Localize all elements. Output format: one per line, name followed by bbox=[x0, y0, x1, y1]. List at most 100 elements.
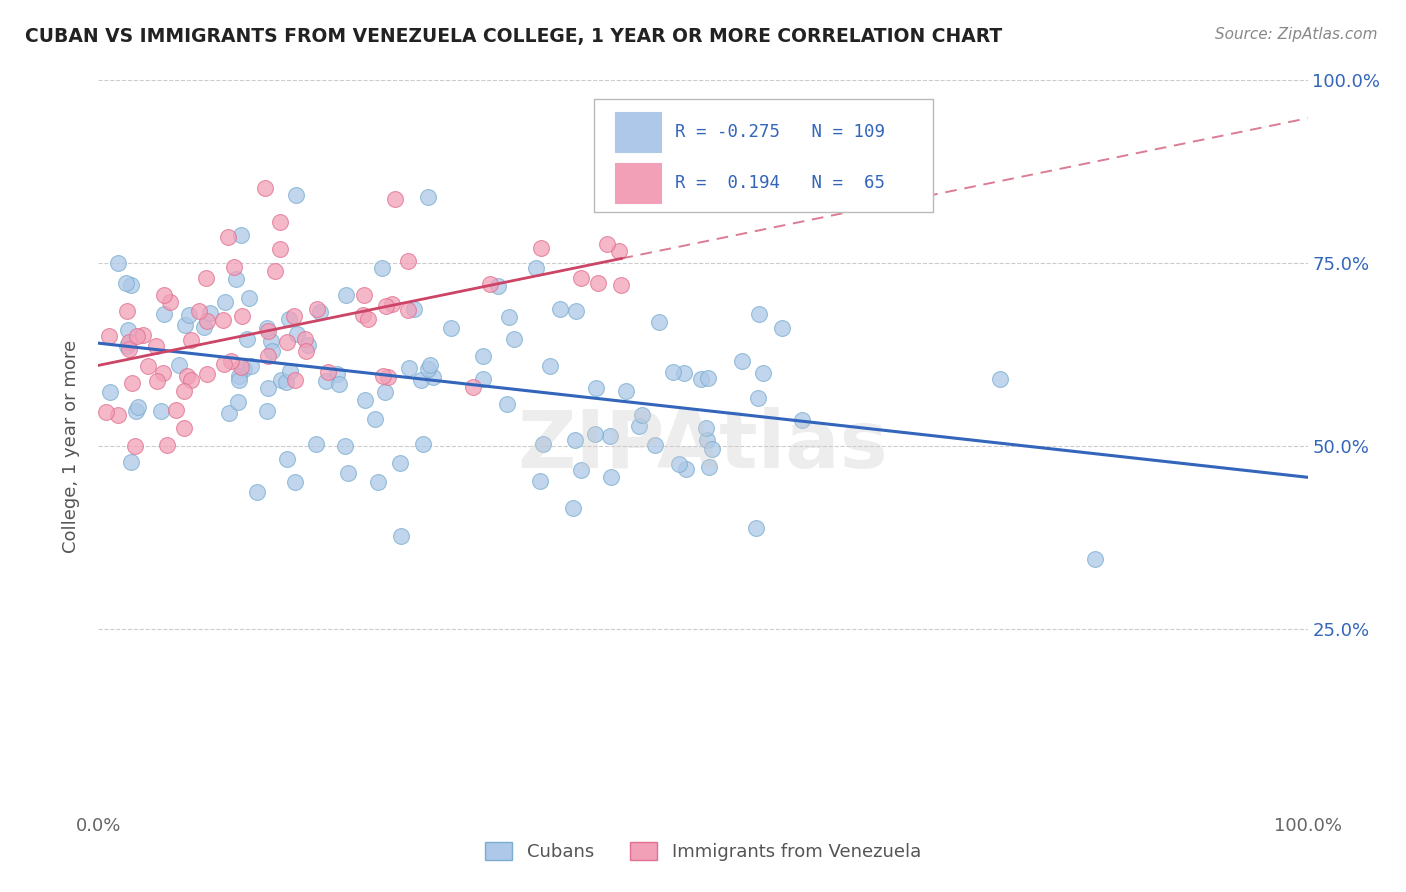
Point bbox=[662, 365, 685, 379]
Text: R =  0.194   N =  65: R = 0.194 N = 65 bbox=[675, 174, 886, 192]
Point bbox=[673, 366, 696, 380]
Point bbox=[335, 439, 357, 453]
Point bbox=[107, 409, 129, 423]
Point bbox=[115, 339, 138, 353]
Point bbox=[153, 307, 176, 321]
Point bbox=[260, 334, 283, 349]
Point bbox=[270, 374, 292, 388]
Point bbox=[564, 433, 586, 447]
Point bbox=[276, 334, 298, 349]
Point bbox=[257, 349, 280, 363]
Point bbox=[217, 230, 239, 244]
Point bbox=[398, 360, 420, 375]
Point bbox=[228, 373, 250, 387]
Point bbox=[374, 299, 396, 313]
Point bbox=[531, 436, 554, 450]
Point bbox=[463, 380, 485, 394]
Point bbox=[530, 241, 553, 255]
Point bbox=[396, 303, 419, 318]
Point bbox=[159, 294, 181, 309]
Point bbox=[770, 320, 793, 334]
Point bbox=[167, 358, 190, 372]
Point bbox=[115, 303, 138, 318]
Text: R = -0.275   N = 109: R = -0.275 N = 109 bbox=[675, 123, 886, 141]
FancyBboxPatch shape bbox=[595, 99, 932, 212]
Point bbox=[121, 376, 143, 390]
Point bbox=[440, 320, 463, 334]
Bar bbox=[614, 163, 661, 203]
Point bbox=[478, 277, 501, 291]
Point bbox=[179, 308, 201, 322]
Point bbox=[371, 260, 394, 275]
Point bbox=[356, 312, 378, 326]
Point bbox=[380, 297, 402, 311]
Point bbox=[284, 475, 307, 490]
Point bbox=[284, 373, 307, 387]
Point bbox=[538, 359, 561, 373]
Point bbox=[315, 374, 337, 388]
Bar bbox=[614, 112, 661, 152]
Point bbox=[214, 295, 236, 310]
Point bbox=[696, 371, 718, 385]
Point bbox=[150, 403, 173, 417]
Point bbox=[152, 288, 174, 302]
Point bbox=[373, 368, 395, 383]
Point bbox=[422, 370, 444, 384]
Point bbox=[586, 276, 609, 290]
Point bbox=[173, 421, 195, 435]
Point bbox=[364, 411, 387, 425]
Point bbox=[228, 368, 250, 383]
Point bbox=[486, 278, 509, 293]
Point bbox=[269, 242, 291, 256]
Point bbox=[524, 261, 547, 276]
Point bbox=[278, 312, 301, 326]
Point bbox=[648, 315, 671, 329]
Point bbox=[231, 310, 253, 324]
Y-axis label: College, 1 year or more: College, 1 year or more bbox=[62, 340, 80, 552]
Point bbox=[238, 291, 260, 305]
Text: ZIPAtlas: ZIPAtlas bbox=[517, 407, 889, 485]
Point bbox=[631, 408, 654, 422]
Point bbox=[285, 327, 308, 342]
Point bbox=[145, 338, 167, 352]
Point bbox=[136, 359, 159, 374]
Point bbox=[187, 304, 209, 318]
Point bbox=[529, 474, 551, 488]
Point bbox=[396, 253, 419, 268]
Point bbox=[389, 528, 412, 542]
Point bbox=[503, 332, 526, 346]
Point bbox=[212, 313, 235, 327]
Point bbox=[305, 437, 328, 451]
Point bbox=[195, 314, 218, 328]
Point bbox=[696, 433, 718, 447]
Point bbox=[326, 368, 349, 382]
Point bbox=[548, 302, 571, 317]
Point bbox=[224, 260, 246, 274]
Point bbox=[118, 342, 141, 356]
Point bbox=[412, 437, 434, 451]
Point bbox=[388, 456, 411, 470]
Point bbox=[607, 244, 630, 259]
Point bbox=[596, 236, 619, 251]
Point bbox=[195, 367, 218, 381]
Legend: Cubans, Immigrants from Venezuela: Cubans, Immigrants from Venezuela bbox=[478, 835, 928, 869]
Point bbox=[173, 384, 195, 398]
Point bbox=[309, 304, 332, 318]
Point bbox=[569, 270, 592, 285]
Point bbox=[585, 381, 607, 395]
Point bbox=[569, 463, 592, 477]
Point bbox=[697, 460, 720, 475]
Point bbox=[232, 362, 254, 376]
Point bbox=[498, 310, 520, 324]
Point bbox=[561, 500, 583, 515]
Point bbox=[416, 190, 439, 204]
Point bbox=[700, 442, 723, 457]
Point bbox=[125, 404, 148, 418]
Point bbox=[295, 344, 318, 359]
Point bbox=[328, 376, 350, 391]
Point bbox=[471, 371, 494, 385]
Point bbox=[235, 332, 257, 346]
Point bbox=[256, 321, 278, 335]
Point bbox=[335, 287, 357, 301]
Point bbox=[120, 455, 142, 469]
